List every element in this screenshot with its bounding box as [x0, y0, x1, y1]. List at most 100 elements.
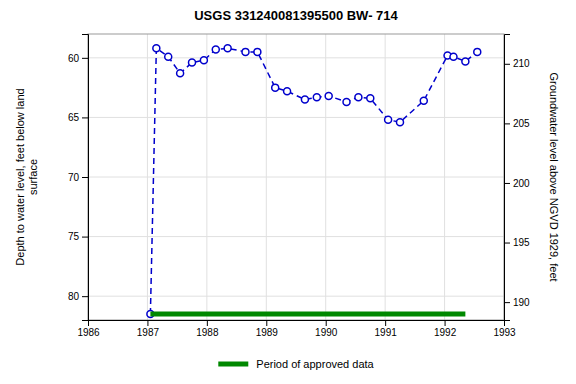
point: [355, 94, 362, 101]
y2-axis: 190 195 200 205 210: [504, 35, 530, 321]
tick-mark: [207, 320, 208, 326]
tick: 1990: [315, 320, 338, 338]
point: [420, 97, 427, 104]
tick-mark: [266, 320, 267, 326]
tick: 1993: [493, 320, 516, 338]
tick-label: 1986: [77, 327, 100, 338]
point: [385, 116, 392, 123]
tick-label: 1987: [137, 327, 160, 338]
tick-mark: [82, 296, 88, 297]
title: USGS 331240081395500 BW- 714: [194, 8, 398, 23]
tick-label: 1988: [196, 327, 219, 338]
tick-label: 80: [68, 291, 80, 302]
grid-line-y: [88, 177, 504, 178]
legend: Period of approved data: [218, 358, 374, 370]
marks: [147, 45, 481, 318]
approved-period-line: [150, 312, 465, 317]
point: [177, 70, 184, 77]
tick-label: 200: [513, 178, 530, 189]
tick: 210: [504, 58, 530, 69]
x-axis: 1986 1987 1988 1989 1990 1991 1992 1993: [77, 320, 516, 338]
chart: 1986 1987 1988 1989 1990 1991 1992 1993 60 65 70 75…: [0, 0, 576, 384]
tick-label: 210: [513, 58, 530, 69]
tick: 80: [68, 291, 88, 302]
tick-label: 190: [513, 297, 530, 308]
point: [254, 48, 261, 55]
point: [224, 45, 231, 52]
point: [301, 96, 308, 103]
tick-label: 60: [68, 53, 80, 64]
tick-label: 1992: [434, 327, 457, 338]
point: [313, 94, 320, 101]
point: [284, 88, 291, 95]
tick: 1987: [137, 320, 160, 338]
point: [153, 45, 160, 52]
grid-line-y: [88, 117, 504, 118]
point: [200, 57, 207, 64]
tick: 1988: [196, 320, 219, 338]
tick-label: 1989: [256, 327, 279, 338]
point: [343, 98, 350, 105]
tick: 1986: [77, 320, 100, 338]
point: [397, 119, 404, 126]
point: [450, 53, 457, 60]
tick-mark: [504, 123, 510, 124]
tick-label: 1993: [493, 327, 516, 338]
tick-label: 205: [513, 118, 530, 129]
tick: 195: [504, 237, 530, 248]
plot-frame: [88, 34, 504, 320]
grid-line-y: [88, 57, 504, 58]
y-axis: 60 65 70 75 80: [68, 35, 89, 321]
tick: 70: [68, 172, 88, 183]
tick-label: 1990: [315, 327, 338, 338]
point: [367, 95, 374, 102]
grid-line-y: [88, 236, 504, 237]
tick-mark: [504, 302, 510, 303]
tick: 1989: [256, 320, 279, 338]
tick: 1992: [434, 320, 457, 338]
tick-label: 1991: [375, 327, 398, 338]
tick: 205: [504, 118, 530, 129]
tick-mark: [385, 320, 386, 326]
tick-mark: [82, 117, 88, 118]
tick-mark: [82, 58, 88, 59]
tick: 200: [504, 178, 530, 189]
legend-label: Period of approved data: [256, 358, 374, 370]
plot: 1986 1987 1988 1989 1990 1991 1992 1993 60 65 70 75…: [14, 34, 560, 338]
y-axis-label: Depth to water level, feet below landsur…: [14, 88, 39, 265]
tick-mark: [504, 183, 510, 184]
tick-mark: [445, 320, 446, 326]
point: [272, 84, 279, 91]
point: [165, 53, 172, 60]
tick-label: 195: [513, 237, 530, 248]
tick-mark: [82, 237, 88, 238]
point: [189, 59, 196, 66]
tick-mark: [147, 320, 148, 326]
tick-mark: [504, 243, 510, 244]
tick: 65: [68, 112, 88, 123]
tick-mark: [82, 177, 88, 178]
tick: 75: [68, 231, 88, 242]
tick-label: 65: [68, 112, 80, 123]
tick-mark: [504, 64, 510, 65]
legend-swatch: [218, 362, 248, 367]
point: [462, 58, 469, 65]
point: [325, 92, 332, 99]
axis-line: [505, 35, 511, 321]
tick-label: 70: [68, 172, 80, 183]
tick: 190: [504, 297, 530, 308]
tick: 60: [68, 53, 88, 64]
tick: 1991: [375, 320, 398, 338]
point: [212, 46, 219, 53]
legend-item: Period of approved data: [218, 358, 374, 370]
grid-line-y: [88, 296, 504, 297]
y2-axis-label: Groundwater level above NGVD 1929, feet: [548, 72, 560, 281]
point: [474, 48, 481, 55]
axis-line: [89, 321, 505, 327]
point: [242, 48, 249, 55]
tick-mark: [326, 320, 327, 326]
axis-line: [82, 35, 89, 321]
grid: [88, 34, 504, 320]
series-line: [150, 48, 477, 314]
tick-label: 75: [68, 231, 80, 242]
